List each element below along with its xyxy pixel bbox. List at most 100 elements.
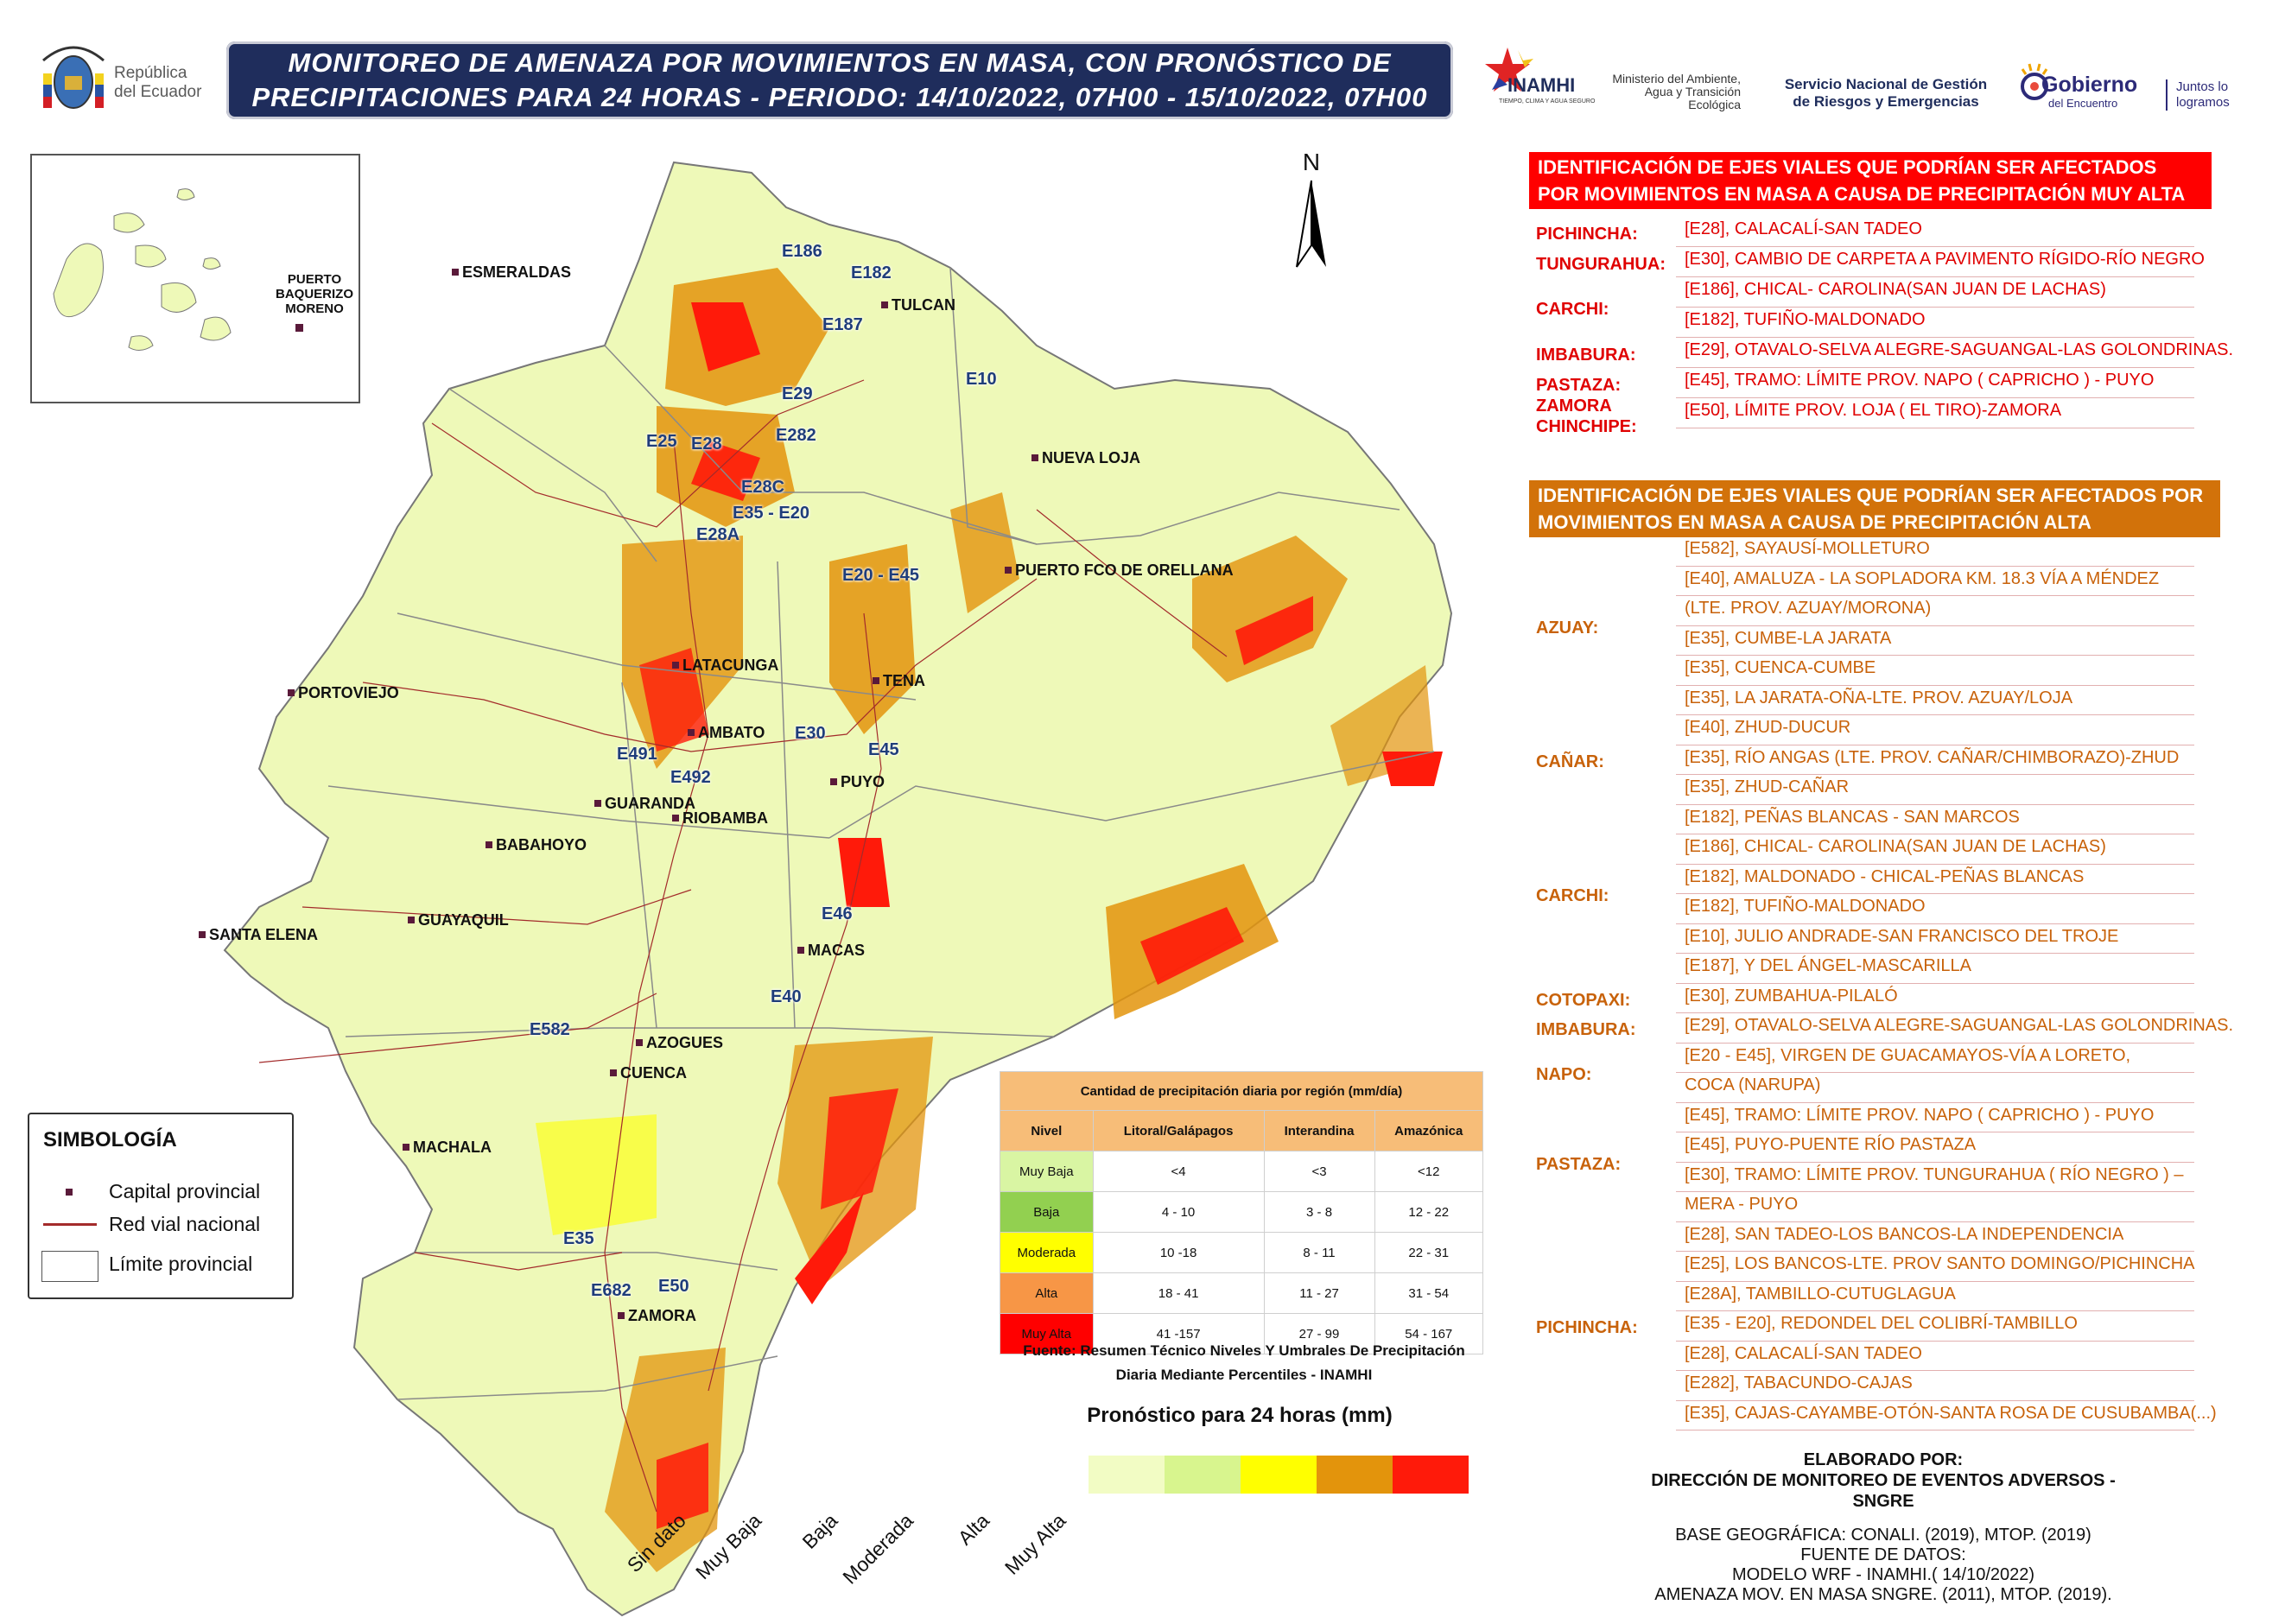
- scale-swatch: [1241, 1456, 1317, 1494]
- row-divider: [1676, 953, 2194, 954]
- precip-cell: 41 -157: [1092, 1313, 1265, 1354]
- road-segment: (LTE. PROV. AZUAY/MORONA): [1685, 599, 1932, 618]
- legend-capital: Capital provincial: [109, 1180, 261, 1202]
- province-label: AZUAY:: [1536, 618, 1599, 638]
- road-segment: COCA (NARUPA): [1685, 1075, 1821, 1094]
- province-label: CAÑAR:: [1536, 752, 1604, 771]
- row-divider: [1676, 1430, 2194, 1431]
- row-divider: [1676, 1012, 2194, 1013]
- row-divider: [1676, 337, 2194, 338]
- road-label: E582: [530, 1020, 570, 1039]
- modelo-wrf: MODELO WRF - INAMHI.( 14/10/2022): [1731, 1565, 2035, 1584]
- limit-symbol: [41, 1251, 98, 1282]
- row-divider: [1676, 1221, 2194, 1222]
- elaborado-label: ELABORADO POR:: [1803, 1450, 1964, 1469]
- galapagos-map: [53, 188, 303, 351]
- legend-road: Red vial nacional: [109, 1213, 261, 1235]
- road-segment: [E30], TRAMO: LÍMITE PROV. TUNGURAHUA ( …: [1685, 1164, 2184, 1184]
- city-label: LATACUNGA: [682, 657, 779, 674]
- road-label: E25: [646, 432, 677, 451]
- capital-marker: [688, 729, 695, 736]
- city-label: RIOBAMBA: [682, 809, 768, 827]
- road-label: E40: [771, 987, 802, 1006]
- capital-marker: [199, 931, 206, 938]
- road-label: E35 - E20: [733, 504, 809, 523]
- row-divider: [1676, 1251, 2194, 1252]
- precip-cell: Moderada: [1000, 1232, 1094, 1273]
- road-label: E20 - E45: [842, 566, 919, 585]
- road-segment: [E40], ZHUD-DUCUR: [1685, 718, 1851, 737]
- capital-marker: [486, 841, 492, 848]
- fuente-datos-label: FUENTE DE DATOS:: [1800, 1545, 1966, 1564]
- precip-cell: Muy Alta: [1000, 1313, 1094, 1354]
- city-label: SANTA ELENA: [209, 926, 318, 943]
- row-divider: [1676, 684, 2194, 686]
- north-arrow-icon: [1296, 180, 1326, 268]
- precip-row: Baja 4 - 10 3 - 8 12 - 22: [1000, 1191, 1483, 1233]
- coat-of-arms-icon: [42, 46, 105, 109]
- road-segment: [E35], ZHUD-CAÑAR: [1685, 777, 1850, 796]
- road-segment: [E28], CALACALÍ-SAN TADEO: [1685, 219, 1922, 238]
- inamhi-sub: TIEMPO, CLIMA Y AGUA SEGURO: [1499, 98, 1596, 105]
- row-divider: [1676, 655, 2194, 656]
- road-segment: [E186], CHICAL- CAROLINA(SAN JUAN DE LAC…: [1685, 837, 2106, 856]
- precip-cell: Alta: [1000, 1272, 1094, 1314]
- capital-marker: [408, 917, 415, 923]
- road-label: E50: [658, 1277, 689, 1296]
- road-network: [258, 379, 1228, 1513]
- inamhi-star-icon: [1485, 48, 1533, 92]
- capital-marker: [797, 947, 804, 954]
- precip-table: Cantidad de precipitación diaria por reg…: [1000, 1071, 1483, 1354]
- province-label: ZAMORA CHINCHIPE:: [1536, 396, 1637, 436]
- inamhi-logo: INAMHI TIEMPO, CLIMA Y AGUA SEGURO: [1482, 43, 1595, 105]
- mainland-shape: [223, 161, 1453, 1617]
- city-label: TENA: [883, 672, 925, 689]
- row-divider: [1676, 246, 2194, 247]
- city-label: GUAYAQUIL: [418, 911, 509, 929]
- scale-swatch: [1165, 1456, 1241, 1494]
- province-label: IMBABURA:: [1536, 345, 1636, 365]
- row-divider: [1676, 863, 2194, 865]
- th-amazonica: Amazónica: [1374, 1110, 1483, 1151]
- table-source: Fuente: Resumen Técnico Niveles Y Umbral…: [1023, 1342, 1465, 1383]
- north-label: N: [1302, 149, 1321, 175]
- road-segment: [E28A], TAMBILLO-CUTUGLAGUA: [1685, 1284, 1956, 1304]
- road-symbol: [43, 1223, 97, 1226]
- road-segment: [E35], CUENCA-CUMBE: [1685, 658, 1876, 677]
- road-label: E682: [591, 1281, 632, 1300]
- road-label: E186: [782, 242, 822, 261]
- legend-box: SIMBOLOGÍA Capital provincial Red vial n…: [28, 1113, 294, 1299]
- muy-alta-header: IDENTIFICACIÓN DE EJES VIALES QUE PODRÍA…: [1529, 152, 2212, 209]
- scale-swatch: [1317, 1456, 1393, 1494]
- province-label: TUNGURAHUA:: [1536, 254, 1666, 274]
- road-segment: [E28], SAN TADEO-LOS BANCOS-LA INDEPENDE…: [1685, 1224, 2124, 1244]
- road-segment: [E45], PUYO-PUENTE RÍO PASTAZA: [1685, 1135, 1977, 1154]
- row-divider: [1676, 276, 2194, 277]
- forecast-scale-title: Pronóstico para 24 horas (mm): [1087, 1404, 1393, 1427]
- precip-cell: Baja: [1000, 1191, 1094, 1233]
- row-divider: [1676, 1340, 2194, 1342]
- row-divider: [1676, 714, 2194, 715]
- city-label: GUARANDA: [605, 795, 695, 812]
- precip-cell: 27 - 99: [1263, 1313, 1375, 1354]
- city-label: ZAMORA: [628, 1307, 696, 1324]
- road-segment: [E182], TUFIÑO-MALDONADO: [1685, 310, 1926, 329]
- gobierno-logo: Gobierno del Encuentro Juntos lo logramo…: [2017, 52, 2259, 121]
- road-segment: [E29], OTAVALO-SELVA ALEGRE-SAGUANGAL-LA…: [1685, 1016, 2234, 1035]
- capital-marker: [403, 1144, 409, 1151]
- capital-marker: [1031, 454, 1038, 461]
- road-segment: [E182], MALDONADO - CHICAL-PEÑAS BLANCAS: [1685, 866, 2085, 886]
- precip-row: Moderada 10 -18 8 - 11 22 - 31: [1000, 1232, 1483, 1273]
- capital-marker: [594, 800, 601, 807]
- precip-cell: 12 - 22: [1374, 1191, 1483, 1233]
- road-label: E492: [670, 768, 711, 787]
- row-divider: [1676, 1042, 2194, 1044]
- province-label: CARCHI:: [1536, 300, 1609, 319]
- city-label: ESMERALDAS: [462, 263, 572, 281]
- base-geo: BASE GEOGRÁFICA: CONALI. (2019), MTOP. (…: [1675, 1526, 2091, 1545]
- road-segment: [E45], TRAMO: LÍMITE PROV. NAPO ( CAPRIC…: [1685, 371, 2155, 390]
- road-segment: MERA - PUYO: [1685, 1195, 1799, 1214]
- road-segment: [E20 - E45], VIRGEN DE GUACAMAYOS-VÍA A …: [1685, 1045, 2131, 1065]
- road-segment: [E30], ZUMBAHUA-PILALÓ: [1685, 986, 1898, 1005]
- precip-cell: 11 - 27: [1263, 1272, 1375, 1314]
